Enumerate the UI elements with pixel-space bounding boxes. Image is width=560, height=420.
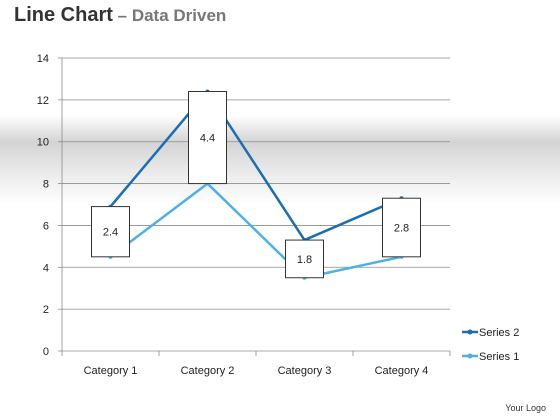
footer-logo: Your Logo bbox=[505, 403, 546, 413]
y-axis-ticks: 0 2 4 6 8 10 12 14 bbox=[37, 53, 62, 358]
title-subtitle: Data Driven bbox=[131, 6, 227, 25]
range-box bbox=[382, 197, 421, 258]
data-label: 1.8 bbox=[297, 254, 312, 266]
legend: Series 2 Series 1 bbox=[462, 327, 519, 363]
range-boxes: 2.4 4.4 1.8 2.8 bbox=[91, 90, 421, 279]
x-tick-label: Category 2 bbox=[181, 365, 235, 377]
x-tick-label: Category 3 bbox=[278, 365, 332, 377]
series-line bbox=[109, 90, 402, 242]
y-tick-label: 0 bbox=[43, 346, 49, 358]
range-box bbox=[285, 239, 324, 279]
data-label: 2.8 bbox=[394, 223, 409, 235]
legend-label: Series 1 bbox=[479, 351, 519, 363]
series-lines bbox=[108, 89, 404, 280]
page-title: Line Chart – Data Driven bbox=[14, 4, 226, 27]
x-tick-label: Category 4 bbox=[375, 365, 429, 377]
y-tick-label: 14 bbox=[37, 53, 49, 65]
y-tick-label: 4 bbox=[43, 262, 49, 274]
data-label: 2.4 bbox=[103, 227, 118, 239]
range-box bbox=[91, 206, 130, 258]
data-label: 4.4 bbox=[200, 133, 215, 145]
y-tick-label: 2 bbox=[43, 304, 49, 316]
y-tick-label: 8 bbox=[43, 179, 49, 191]
legend-marker bbox=[467, 353, 473, 359]
series-line bbox=[109, 182, 402, 279]
title-main: Line Chart bbox=[14, 4, 113, 26]
x-tick-label: Category 1 bbox=[84, 365, 138, 377]
y-tick-label: 6 bbox=[43, 220, 49, 232]
background-band bbox=[0, 115, 560, 205]
title-dash: – bbox=[112, 6, 132, 25]
grid-lines bbox=[62, 57, 450, 310]
legend-label: Series 2 bbox=[479, 327, 519, 339]
legend-marker bbox=[467, 329, 473, 335]
y-tick-label: 12 bbox=[37, 95, 49, 107]
range-box bbox=[188, 90, 227, 185]
y-tick-label: 10 bbox=[37, 137, 49, 149]
x-axis-ticks: Category 1 Category 2 Category 3 Category 4 bbox=[61, 351, 451, 377]
